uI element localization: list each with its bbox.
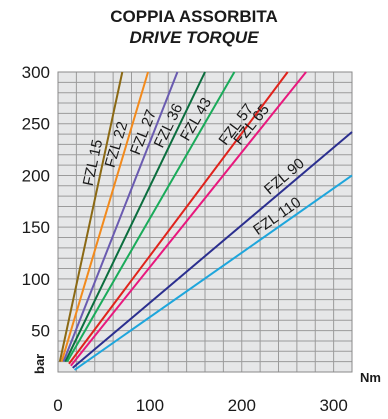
chart-title-block: COPPIA ASSORBITA DRIVE TORQUE <box>0 6 388 48</box>
series-line <box>70 71 307 367</box>
x-tick-label: 200 <box>228 396 256 415</box>
x-axis-label: Nm <box>360 370 381 385</box>
series-line <box>62 71 179 363</box>
chart-lines <box>58 71 353 371</box>
series-line <box>68 71 289 365</box>
y-tick-label: 150 <box>22 218 50 237</box>
chart-title: COPPIA ASSORBITA <box>110 7 278 26</box>
y-tick-label: 50 <box>31 322 50 341</box>
y-tick-label: 300 <box>22 63 50 82</box>
axis-ticks: 0 100 200 300 50 100 150 200 250 300 <box>22 63 348 415</box>
y-tick-label: 250 <box>22 115 50 134</box>
series-line <box>73 174 353 371</box>
y-tick-label: 200 <box>22 166 50 185</box>
series-line <box>66 71 236 363</box>
x-tick-label: 100 <box>136 396 164 415</box>
chart-subtitle: DRIVE TORQUE <box>129 28 259 47</box>
y-axis-label: bar <box>32 354 47 374</box>
x-tick-label: 300 <box>319 396 347 415</box>
series-line <box>60 71 149 362</box>
series-line <box>72 131 353 369</box>
series-line <box>64 71 206 363</box>
series-line <box>58 71 124 362</box>
y-tick-label: 100 <box>22 270 50 289</box>
x-tick-label: 0 <box>53 396 62 415</box>
